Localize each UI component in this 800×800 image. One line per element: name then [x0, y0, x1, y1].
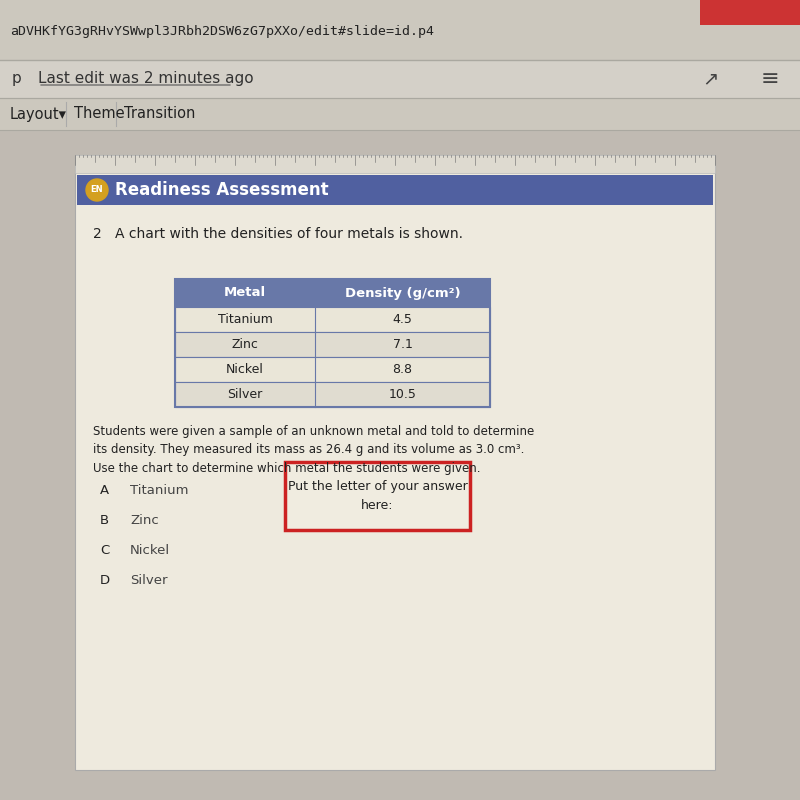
Bar — [75, 155, 715, 770]
Text: 10.5: 10.5 — [389, 388, 417, 401]
Text: Layout▾: Layout▾ — [10, 106, 67, 122]
Bar — [0, 130, 800, 800]
Bar — [175, 307, 490, 332]
Text: 8.8: 8.8 — [393, 363, 413, 376]
Text: Silver: Silver — [130, 574, 167, 586]
Circle shape — [86, 179, 108, 201]
Text: 4.5: 4.5 — [393, 313, 413, 326]
Bar — [175, 279, 490, 407]
Bar — [175, 332, 490, 357]
Text: C: C — [100, 543, 110, 557]
Text: Zinc: Zinc — [231, 338, 258, 351]
Text: p: p — [12, 71, 22, 86]
Bar — [0, 60, 800, 98]
Bar — [175, 357, 490, 382]
Text: A: A — [100, 483, 109, 497]
Text: Readiness Assessment: Readiness Assessment — [115, 181, 329, 199]
Text: Density (g/cm²): Density (g/cm²) — [345, 286, 460, 299]
Text: aDVHKfYG3gRHvYSWwpl3JRbh2DSW6zG7pXXo/edit#slide=id.p4: aDVHKfYG3gRHvYSWwpl3JRbh2DSW6zG7pXXo/edi… — [10, 26, 434, 38]
Text: Nickel: Nickel — [226, 363, 264, 376]
Text: Last edit was 2 minutes ago: Last edit was 2 minutes ago — [38, 71, 254, 86]
Text: Metal: Metal — [224, 286, 266, 299]
Text: Theme: Theme — [74, 106, 125, 122]
Text: Silver: Silver — [227, 388, 262, 401]
Text: Zinc: Zinc — [130, 514, 158, 526]
Text: D: D — [100, 574, 110, 586]
Bar — [700, 0, 800, 25]
Text: B: B — [100, 514, 109, 526]
Text: 7.1: 7.1 — [393, 338, 413, 351]
Text: Titanium: Titanium — [218, 313, 273, 326]
Text: Students were given a sample of an unknown metal and told to determine
its densi: Students were given a sample of an unkno… — [93, 425, 534, 475]
Bar — [285, 462, 470, 530]
Bar — [0, 98, 800, 130]
Text: ↗: ↗ — [702, 70, 718, 89]
Bar — [75, 155, 715, 173]
Text: Titanium: Titanium — [130, 483, 189, 497]
Text: 2: 2 — [93, 227, 102, 241]
Text: EN: EN — [90, 186, 103, 194]
Text: Nickel: Nickel — [130, 543, 170, 557]
Bar — [175, 382, 490, 407]
Bar — [175, 279, 490, 307]
Text: A chart with the densities of four metals is shown.: A chart with the densities of four metal… — [115, 227, 463, 241]
Text: Put the letter of your answer
here:: Put the letter of your answer here: — [288, 480, 467, 512]
Text: ≡: ≡ — [761, 69, 779, 89]
Bar — [77, 175, 713, 205]
Text: Transition: Transition — [124, 106, 195, 122]
Bar — [0, 0, 800, 60]
